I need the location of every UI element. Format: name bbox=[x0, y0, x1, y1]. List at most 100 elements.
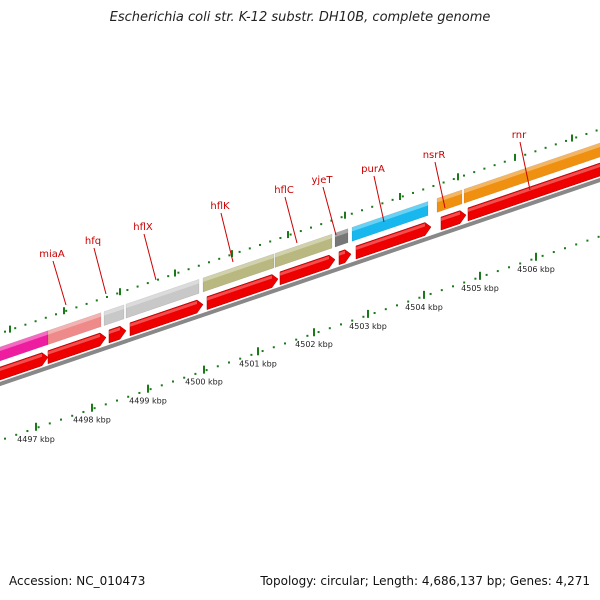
tick-dot bbox=[565, 139, 567, 142]
tick-row-upper bbox=[4, 129, 598, 333]
tick-dot bbox=[116, 292, 119, 295]
gene-leader-line bbox=[93, 247, 107, 295]
feature-highlight bbox=[352, 201, 428, 232]
feature-highlight bbox=[464, 143, 600, 194]
cds-highlight bbox=[48, 334, 100, 355]
scale-dot bbox=[384, 308, 387, 311]
scale-dot bbox=[519, 262, 522, 265]
scale-dot bbox=[317, 331, 320, 334]
tick-dot bbox=[197, 264, 200, 267]
feature-miaA bbox=[47, 312, 102, 346]
gene-leader-line bbox=[519, 141, 531, 191]
scale-dot bbox=[541, 254, 544, 257]
gene-label-hflK: hflK bbox=[210, 201, 230, 212]
gene-label-hfq: hfq bbox=[85, 236, 101, 247]
tick-dot bbox=[177, 271, 180, 274]
gene-label-miaA: miaA bbox=[39, 249, 65, 260]
scale-dot bbox=[463, 281, 466, 284]
tick-dot bbox=[432, 184, 435, 187]
tick-dot bbox=[381, 202, 384, 205]
scale-dot bbox=[37, 426, 40, 429]
scale-dot bbox=[239, 357, 242, 360]
tick-dot bbox=[55, 313, 57, 316]
tick-dot bbox=[85, 302, 88, 305]
tick-dot bbox=[269, 240, 272, 243]
scale-dot bbox=[216, 365, 219, 368]
tick-dot bbox=[575, 136, 578, 139]
tick-dot bbox=[463, 174, 465, 177]
scale-dot bbox=[194, 372, 197, 375]
tick-dot bbox=[34, 320, 37, 323]
gene-label-nsrR: nsrR bbox=[423, 150, 446, 161]
accession-text: Accession: NC_010473 bbox=[9, 574, 146, 588]
scale-dot bbox=[160, 384, 163, 387]
tick-dot bbox=[401, 195, 404, 198]
tick-dot bbox=[24, 323, 27, 326]
scale-dot bbox=[351, 319, 354, 322]
feature-track bbox=[0, 142, 600, 362]
kbp-label: 4506 kbp bbox=[517, 265, 555, 274]
scale-dot bbox=[340, 323, 342, 326]
genome-title: Escherichia coli str. K-12 substr. DH10B… bbox=[109, 10, 491, 25]
scale-dot bbox=[48, 422, 51, 425]
scale-dot bbox=[396, 304, 398, 307]
kbp-label: 4502 kbp bbox=[295, 340, 333, 349]
tick-major bbox=[174, 269, 176, 277]
gene-leader-line bbox=[373, 175, 385, 223]
tick-dot bbox=[238, 250, 241, 253]
tick-dot bbox=[208, 261, 210, 264]
tick-dot bbox=[14, 327, 17, 330]
gene-leader-line bbox=[434, 161, 446, 209]
cds-arrow bbox=[467, 162, 600, 222]
scale-dot bbox=[552, 251, 555, 254]
scale-dot bbox=[261, 350, 264, 353]
scale-track: 4497 kbp 4498 kbp 4499 kbp 4500 kbp 4501 kbp… bbox=[4, 235, 600, 444]
scale-dot bbox=[508, 266, 510, 269]
cds-arrow bbox=[279, 254, 336, 286]
scale-dot bbox=[496, 270, 499, 273]
scale-dot bbox=[586, 239, 589, 242]
kbp-label: 4498 kbp bbox=[73, 416, 111, 425]
kbp-label: 4503 kbp bbox=[349, 322, 387, 331]
tick-dot bbox=[350, 212, 353, 215]
scale-dot bbox=[485, 273, 488, 276]
tick-dot bbox=[157, 278, 159, 281]
feature-purA bbox=[351, 201, 429, 242]
tick-dot bbox=[340, 216, 343, 219]
scale-major-tick bbox=[91, 403, 93, 412]
scale-dot bbox=[82, 410, 85, 413]
scale-dot bbox=[474, 277, 477, 280]
kbp-label: 4497 kbp bbox=[17, 435, 55, 444]
scale-dot bbox=[26, 430, 29, 433]
feature-rnr bbox=[463, 142, 600, 204]
backbone-line bbox=[0, 177, 600, 387]
feature-highlight bbox=[203, 253, 274, 282]
scale-dot bbox=[362, 315, 365, 318]
tick-major bbox=[514, 153, 516, 161]
scale-dot bbox=[116, 399, 118, 402]
scale-dot bbox=[104, 403, 107, 406]
scale-dot bbox=[530, 258, 533, 261]
scale-dot bbox=[205, 369, 208, 372]
tick-dot bbox=[371, 205, 374, 208]
tick-dot bbox=[442, 181, 445, 184]
scale-dot bbox=[71, 414, 74, 417]
feature-hfq bbox=[103, 304, 125, 326]
feature-highlight bbox=[0, 330, 48, 351]
kbp-label: 4500 kbp bbox=[185, 378, 223, 387]
scale-major-tick bbox=[535, 252, 537, 261]
scale-dot bbox=[284, 342, 286, 345]
scale-major-tick bbox=[423, 290, 425, 299]
tick-dot bbox=[493, 164, 496, 167]
tick-major bbox=[457, 173, 459, 181]
scale-major-tick bbox=[367, 309, 369, 318]
tick-dot bbox=[299, 230, 302, 233]
feature-highlight bbox=[48, 312, 101, 335]
tick-dot bbox=[75, 306, 78, 309]
cds-highlight bbox=[280, 256, 329, 276]
tick-major bbox=[399, 193, 401, 200]
tick-dot bbox=[106, 295, 108, 298]
kbp-label: 4499 kbp bbox=[129, 397, 167, 406]
gene-leader-line bbox=[284, 196, 298, 244]
scale-dot bbox=[149, 388, 152, 391]
